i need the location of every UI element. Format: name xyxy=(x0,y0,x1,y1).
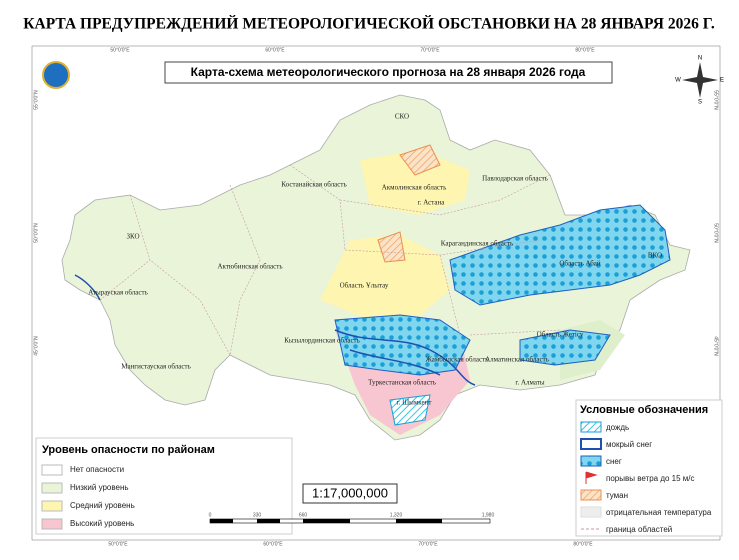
scale-bar-label: 660 xyxy=(299,512,308,518)
legend-item: граница областей xyxy=(606,525,672,534)
compass-rose xyxy=(682,62,718,98)
region-label: г. Шымкент xyxy=(397,399,432,407)
legend-item: отрицательная температура xyxy=(606,508,712,517)
legend-swatch xyxy=(580,455,602,467)
legend-title: Условные обозначения xyxy=(580,404,708,416)
snow-area xyxy=(519,329,611,366)
map-title: Карта-схема метеорологического прогноза … xyxy=(191,65,586,79)
emblem xyxy=(42,61,70,89)
legend-item: снег xyxy=(606,457,622,466)
region-label: Жамбылская область xyxy=(426,356,489,364)
scale-box xyxy=(302,483,398,504)
region-label: г. Алматы xyxy=(515,379,544,387)
region-label: СКО xyxy=(395,113,409,121)
legend-swatch xyxy=(41,518,63,530)
snow-area xyxy=(449,204,671,306)
coord-label: 60°0'0"E xyxy=(263,541,283,547)
region-label: Мангистауская область xyxy=(121,363,191,371)
region-borders xyxy=(99,164,561,356)
legend-swatch xyxy=(41,482,63,494)
coord-label: 55°0'0"N xyxy=(33,90,39,110)
compass-label: E xyxy=(720,78,724,84)
region-label: Область Ұлытау xyxy=(340,282,389,290)
coord-label: 50°0'0"E xyxy=(108,541,128,547)
page-title: КАРТА ПРЕДУПРЕЖДЕНИЙ МЕТЕОРОЛОГИЧЕСКОЙ О… xyxy=(23,16,715,33)
rain-area xyxy=(389,394,431,426)
compass-label: W xyxy=(675,78,681,84)
region-label: ВКО xyxy=(648,252,662,260)
region-label: Карагандинская область xyxy=(441,240,513,248)
region-label: Костанайская область xyxy=(281,181,346,189)
legend-swatch xyxy=(580,421,602,433)
map-title-box xyxy=(164,61,613,84)
compass-label: S xyxy=(698,100,702,106)
legend-title: Уровень опасности по районам xyxy=(42,444,215,456)
legend-item: порывы ветра до 15 м/с xyxy=(606,474,695,483)
legend-item: мокрый снег xyxy=(606,440,652,449)
coord-label: 50°0'0"N xyxy=(713,223,719,243)
legend-swatch xyxy=(41,464,63,476)
region-label: Павлодарская область xyxy=(482,175,548,183)
coord-label: 45°0'0"N xyxy=(33,336,39,356)
fog-area xyxy=(377,231,406,263)
region-label: г. Астана xyxy=(418,199,446,207)
coord-label: 50°0'0"E xyxy=(110,47,130,53)
region-label: Актюбинская область xyxy=(217,263,282,271)
legend-item: Высокий уровень xyxy=(70,519,134,528)
coord-label: 45°0'0"N xyxy=(713,336,719,356)
legend-item: туман xyxy=(606,491,628,500)
legend-swatch xyxy=(41,500,63,512)
legend-item: Средний уровень xyxy=(70,501,135,510)
scale-text: 1:17,000,000 xyxy=(312,485,388,500)
scale-bar-label: 330 xyxy=(253,512,262,518)
coord-label: 60°0'0"E xyxy=(265,47,285,53)
scale-bar-label: 1,320 xyxy=(390,512,403,518)
region-label: Туркестанская область xyxy=(368,379,436,387)
coord-label: 70°0'0"E xyxy=(420,47,440,53)
legend-swatch xyxy=(580,438,602,450)
region-label: Акмолинская область xyxy=(382,184,447,192)
coord-label: 80°0'0"E xyxy=(575,47,595,53)
scale-bar-label: 1,980 xyxy=(482,512,495,518)
legend-item: Нет опасности xyxy=(70,465,124,474)
region-label: Кызылординская область xyxy=(284,337,360,345)
scale-bar-label: 0 xyxy=(209,512,212,518)
coord-label: 70°0'0"E xyxy=(418,541,438,547)
region-label: Алматинская область xyxy=(485,356,549,364)
coord-label: 55°0'0"N xyxy=(713,90,719,110)
scale-bar-segments xyxy=(210,519,442,523)
danger-legend-box xyxy=(35,437,293,535)
region-label: Область Жетісу xyxy=(537,331,584,339)
coord-label: 80°0'0"E xyxy=(573,541,593,547)
region-medium xyxy=(320,235,450,320)
compass-label: N xyxy=(698,56,702,62)
fog-area xyxy=(399,144,441,176)
snow-area xyxy=(334,314,471,376)
region-label: Область Абай xyxy=(559,260,601,268)
region-label: ЗКО xyxy=(126,233,139,241)
legend-swatch xyxy=(585,471,598,484)
region-label: Атырауская область xyxy=(88,289,148,297)
region-medium xyxy=(360,150,470,215)
legend-item: Низкий уровень xyxy=(70,483,129,492)
coord-label: 50°0'0"N xyxy=(33,223,39,243)
legend-swatch xyxy=(580,489,602,501)
sleet-line xyxy=(74,274,101,301)
legend-item: дождь xyxy=(606,423,629,432)
sleet-line xyxy=(334,329,476,386)
legend-swatch xyxy=(580,506,602,518)
